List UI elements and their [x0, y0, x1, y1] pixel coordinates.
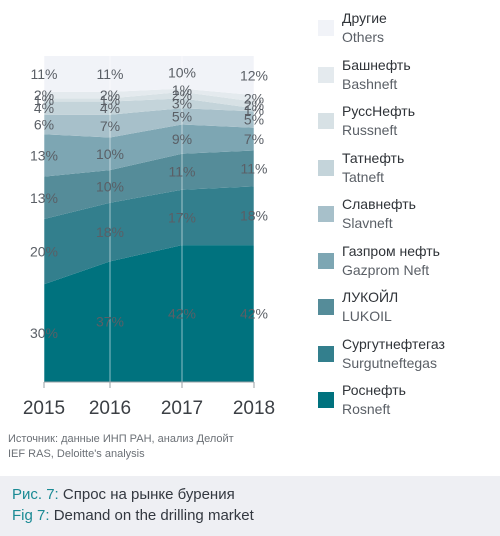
legend-label-en: Surgutneftegas: [342, 354, 437, 371]
legend-label-ru: Роснефть: [342, 382, 406, 398]
data-label: 2%: [244, 97, 264, 113]
data-label: 42%: [168, 306, 196, 322]
data-label: 20%: [30, 244, 58, 260]
caption-text-ru: Спрос на рынке бурения: [62, 486, 235, 503]
data-label: 10%: [168, 64, 196, 80]
legend-item: Сургутнефтегаз Surgutneftegas: [318, 334, 498, 381]
legend-swatch: [318, 66, 334, 83]
data-label: 5%: [172, 108, 192, 124]
legend-item: Роснефть Rosneft: [318, 380, 498, 427]
data-label: 7%: [244, 131, 264, 147]
legend-swatch: [318, 159, 334, 176]
data-label: 10%: [96, 178, 124, 194]
data-label: 2%: [244, 90, 264, 106]
data-label: 18%: [240, 208, 268, 224]
area-series-5: [44, 98, 254, 115]
legend-item: Газпром нефть Gazprom Neft: [318, 241, 498, 288]
data-label: 17%: [168, 209, 196, 225]
legend-label-ru: Башнефть: [342, 56, 411, 73]
legend-label-ru: Газпром нефть: [342, 242, 440, 259]
area-series-7: [44, 88, 254, 102]
chart-legend: Другие Others Башнефть Bashneft РуссНефть Rus…: [318, 8, 498, 427]
legend-item: Славнефть Slavneft: [318, 194, 498, 241]
legend-label-ru: Другие: [342, 10, 387, 26]
area-series-4: [44, 108, 254, 138]
legend-label-ru: Сургутнефтегаз: [342, 335, 445, 352]
data-label: 11%: [97, 66, 124, 82]
legend-item: РуссНефть Russneft: [318, 101, 498, 148]
area-series-0: [44, 245, 254, 382]
legend-item: ЛУКОЙЛ LUKOIL: [318, 287, 498, 334]
legend-label-en: Others: [342, 29, 385, 45]
data-label: 2%: [34, 87, 54, 103]
stacked-area-chart: 30% 37% 42% 42% 20% 18% 17% 18% 13% 10% 11% 11% 13% 1…: [23, 42, 275, 419]
legend-label-ru: РуссНефть: [342, 103, 415, 119]
legend-item: Другие Others: [318, 8, 498, 55]
data-label: 10%: [96, 146, 124, 162]
data-label: 42%: [240, 306, 268, 322]
x-tick-label: 2016: [89, 398, 131, 419]
caption-ru: Рис. 7: Спрос на рынке бурения: [12, 484, 488, 505]
legend-item: Башнефть Bashneft: [318, 55, 498, 102]
area-series-6: [44, 91, 254, 109]
caption-text-en: Demand on the drilling market: [53, 507, 254, 524]
caption-prefix-en: Fig 7:: [12, 507, 50, 524]
data-label: 9%: [172, 131, 192, 147]
legend-swatch: [318, 20, 334, 36]
figure-caption: Рис. 7: Спрос на рынке бурения Fig 7: De…: [0, 476, 500, 536]
legend-swatch: [318, 299, 334, 315]
area-series-1: [44, 186, 254, 285]
data-label: 11%: [169, 164, 196, 180]
caption-en: Fig 7: Demand on the drilling market: [12, 505, 488, 526]
data-label: 1%: [172, 82, 192, 98]
legend-label-en: Rosneft: [342, 401, 391, 417]
data-label: 30%: [30, 325, 58, 341]
data-label: 2%: [100, 87, 120, 103]
data-label: 37%: [96, 314, 124, 330]
source-line-en: IEF RAS, Deloitte's analysis: [8, 448, 145, 460]
data-label: 2%: [172, 87, 192, 103]
data-label: 7%: [100, 118, 120, 134]
data-label: 1%: [34, 92, 54, 108]
data-label: 13%: [30, 147, 58, 163]
source-line-ru: Источник: данные ИНП РАН, анализ Делойт: [8, 433, 234, 445]
x-tick-label: 2018: [233, 398, 275, 419]
data-label: 3%: [172, 95, 192, 111]
legend-label-en: LUKOIL: [342, 308, 392, 324]
legend-swatch: [318, 206, 334, 222]
area-series-3: [44, 124, 254, 177]
legend-label-en: Gazprom Neft: [342, 261, 430, 278]
data-label: 5%: [244, 112, 264, 128]
area-series-2: [44, 150, 254, 219]
legend-swatch: [318, 113, 334, 129]
data-label: 11%: [241, 161, 268, 177]
caption-prefix-ru: Рис. 7:: [12, 486, 59, 503]
legend-label-en: Tatneft: [342, 168, 385, 185]
data-label: 11%: [31, 66, 58, 82]
legend-swatch: [318, 252, 334, 269]
legend-label-ru: Татнефть: [342, 149, 405, 166]
data-label: 1%: [100, 92, 120, 108]
legend-item: Татнефть Tatneft: [318, 148, 498, 195]
data-label: 18%: [96, 224, 124, 240]
legend-label-en: Slavneft: [342, 215, 393, 231]
data-label: 1%: [244, 102, 264, 118]
legend-swatch: [318, 345, 334, 362]
source-note: Источник: данные ИНП РАН, анализ Делойт …: [8, 432, 234, 462]
data-label: 4%: [34, 100, 54, 116]
legend-label-en: Bashneft: [342, 75, 398, 92]
legend-label-ru: ЛУКОЙЛ: [342, 289, 399, 305]
data-label: 6%: [34, 117, 54, 133]
data-label: 12%: [240, 68, 268, 84]
x-tick-label: 2015: [23, 398, 65, 419]
x-tick-label: 2017: [161, 398, 203, 419]
legend-label-ru: Славнефть: [342, 196, 416, 212]
data-label: 4%: [100, 100, 120, 116]
area-series-8: [44, 56, 254, 96]
data-label: 13%: [30, 190, 58, 206]
legend-label-en: Russneft: [342, 122, 398, 138]
legend-swatch: [318, 392, 334, 408]
